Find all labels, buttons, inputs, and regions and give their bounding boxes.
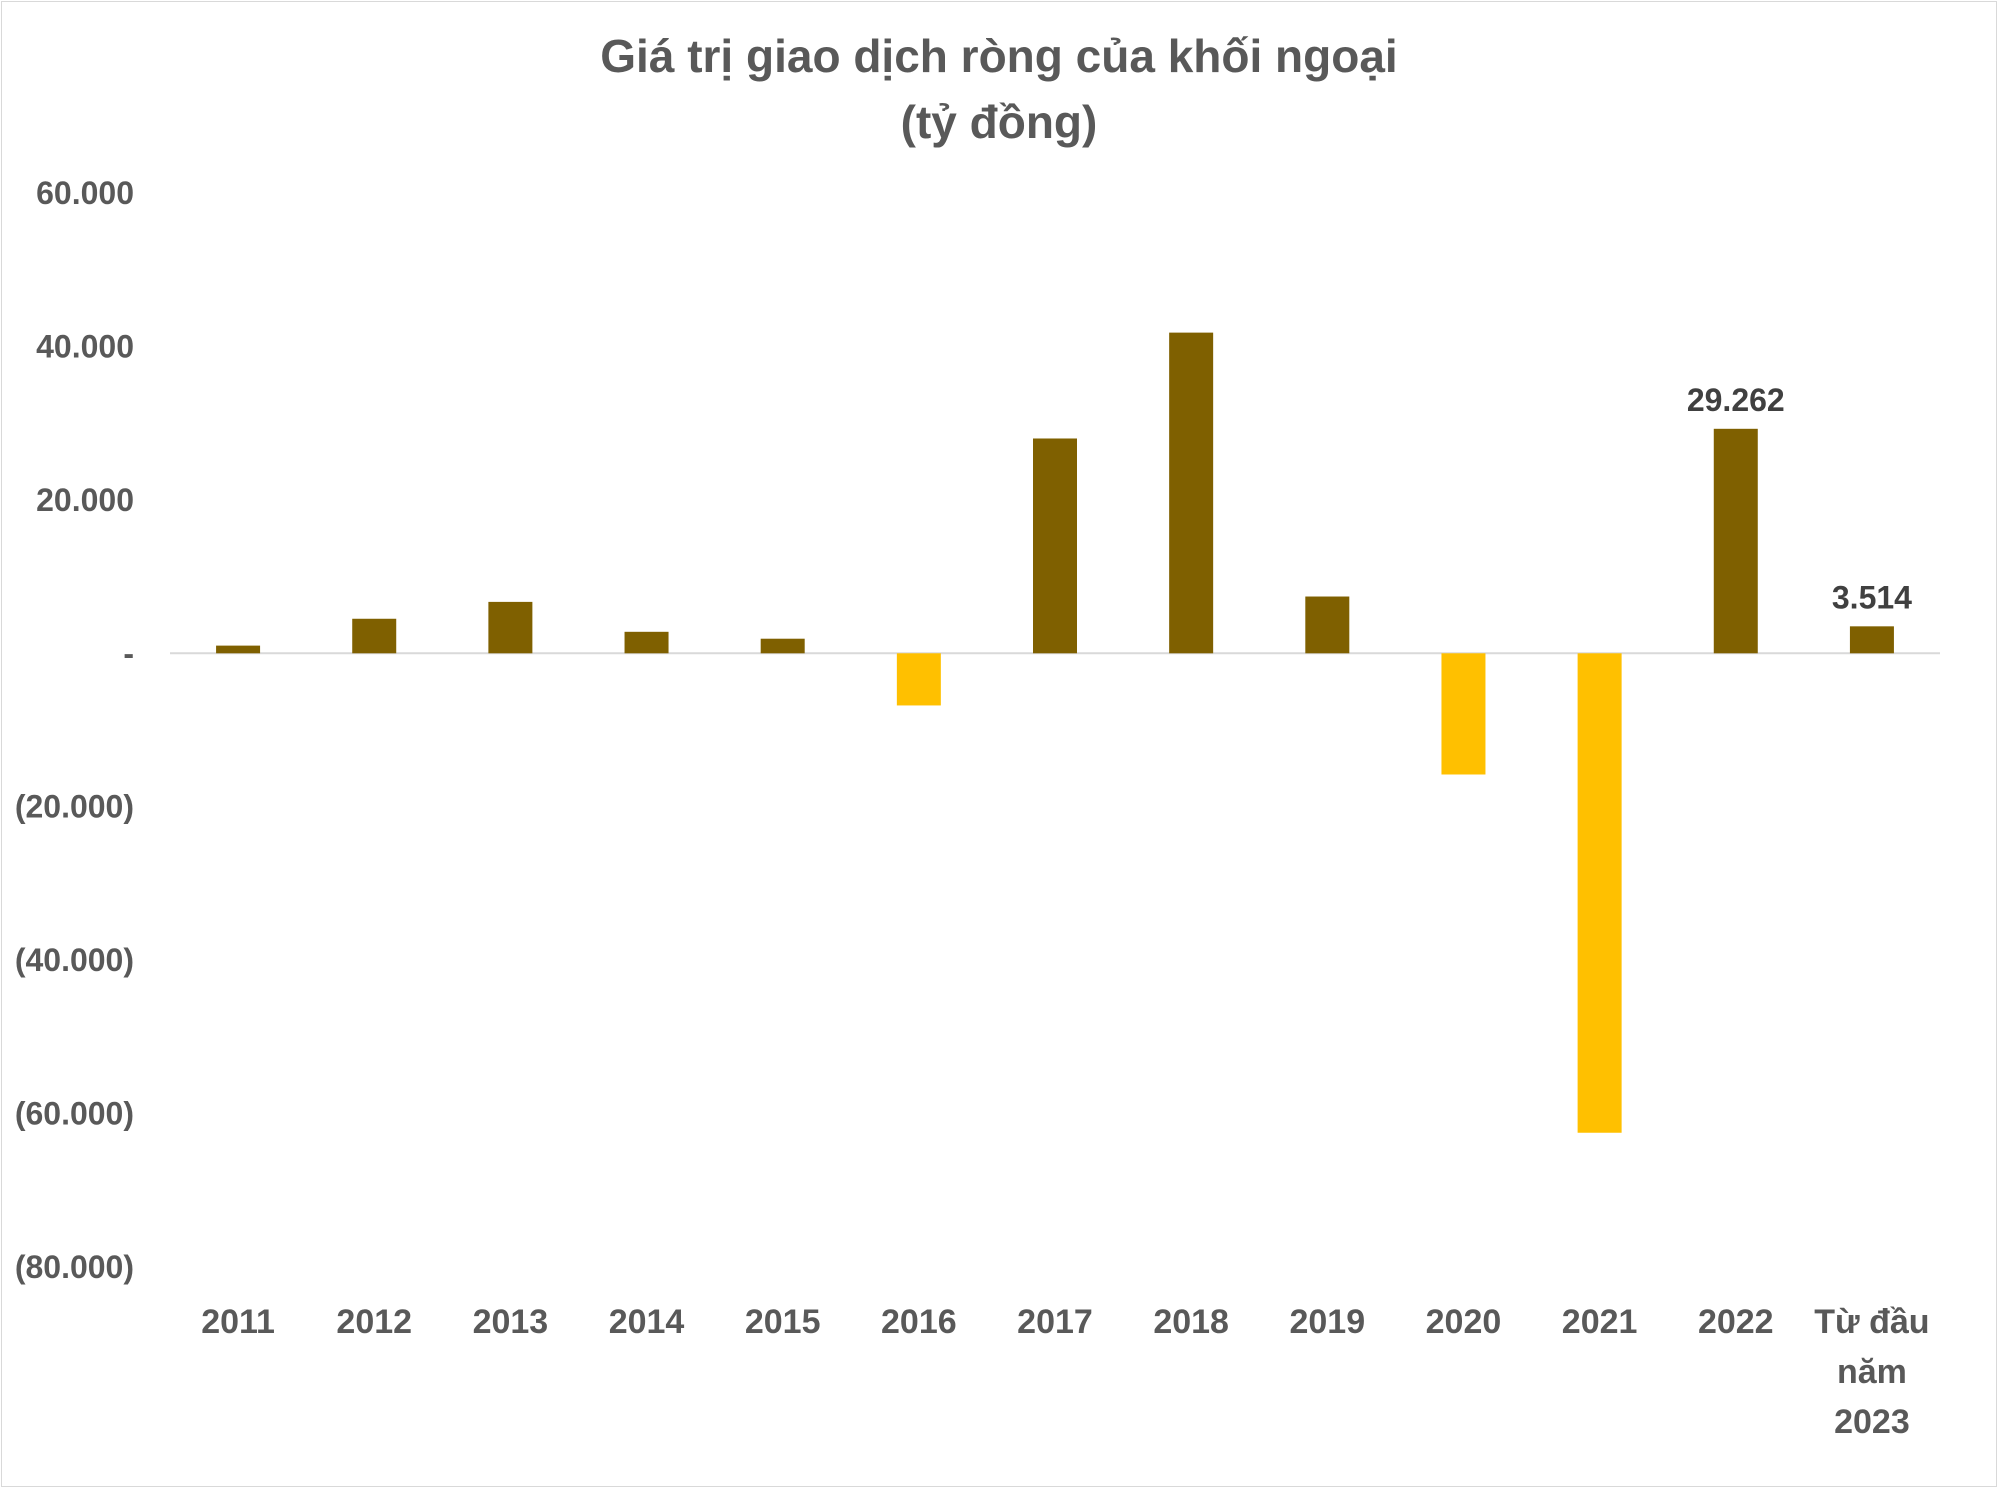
- bar-2014: [624, 631, 669, 654]
- x-tick-label: 2011: [201, 1303, 275, 1341]
- x-tick-label: 2019: [1289, 1303, 1365, 1341]
- chart-title: Giá trị giao dịch ròng của khối ngoại: [600, 30, 1397, 82]
- x-tick-label: 2014: [609, 1303, 685, 1341]
- chart-subtitle: (tỷ đồng): [901, 96, 1098, 148]
- x-tick-label: 2013: [473, 1303, 549, 1341]
- bar-2019: [1305, 596, 1350, 654]
- bar-2012: [352, 618, 397, 654]
- bar-2011: [216, 645, 261, 654]
- x-tick-label: 2016: [881, 1303, 957, 1341]
- bar-2013: [488, 601, 533, 654]
- y-tick-label: 40.000: [36, 328, 134, 364]
- y-tick-label: (20.000): [15, 789, 134, 825]
- x-tick-label: 2017: [1017, 1303, 1093, 1341]
- data-label: 29.262: [1687, 382, 1785, 418]
- bar-2017: [1033, 438, 1077, 654]
- x-tick-label: 2012: [336, 1303, 412, 1341]
- x-tick-label: 2021: [1562, 1303, 1638, 1341]
- bar-2022: [1713, 428, 1758, 654]
- bar-2018: [1169, 332, 1214, 654]
- x-tick-label: 2018: [1153, 1303, 1229, 1341]
- x-tick-label: 2022: [1698, 1303, 1774, 1341]
- x-tick-label: 2023: [1834, 1403, 1910, 1441]
- bar-2020: [1441, 653, 1486, 775]
- bar-2016: [896, 653, 941, 706]
- y-tick-label: (60.000): [15, 1096, 134, 1132]
- y-axis: 60.000 40.000 20.000 - (20.000) (40.000) (60.0…: [15, 175, 134, 1285]
- y-tick-label: (80.000): [15, 1249, 134, 1285]
- x-tick-label: 2020: [1426, 1303, 1502, 1341]
- data-label: 3.514: [1832, 579, 1912, 615]
- bar-2015: [760, 638, 805, 654]
- x-axis: 2011 2012 2013 2014 2015 2016 2017 2018 2019 2020…: [201, 1303, 1929, 1441]
- x-tick-label: năm: [1837, 1353, 1907, 1391]
- y-tick-label: 60.000: [36, 175, 134, 211]
- bar-từ-đầu-năm-2023: [1849, 626, 1894, 654]
- data-labels: 29.262 3.514: [1687, 382, 1912, 616]
- bar-2021: [1577, 653, 1622, 1133]
- y-tick-label: (40.000): [15, 942, 134, 978]
- y-tick-label: -: [123, 635, 134, 671]
- y-tick-label: 20.000: [36, 482, 134, 518]
- x-tick-label: 2015: [745, 1303, 821, 1341]
- bars: [216, 332, 1894, 1133]
- x-tick-label: Từ đầu: [1814, 1303, 1929, 1341]
